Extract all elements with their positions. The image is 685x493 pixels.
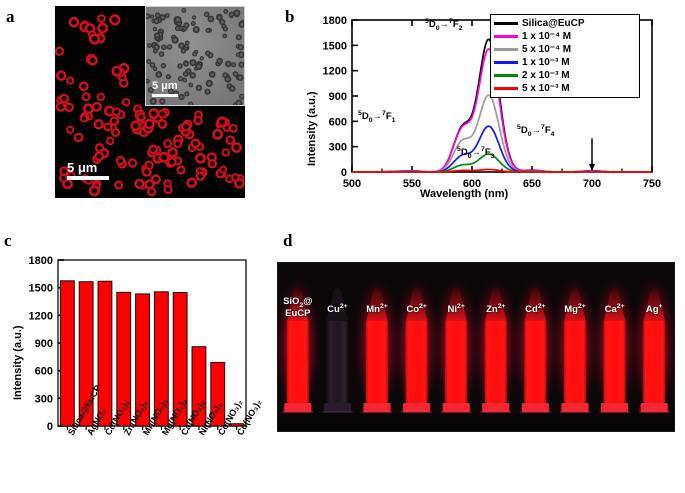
panel-b-y-axis-title: Intensity (a.u.) [306,91,318,166]
bar-chart-svg: 0 300 600 900 1200 1500 1800 [29,255,247,433]
svg-text:0: 0 [47,421,53,433]
svg-text:600: 600 [463,178,481,190]
vial-label-1: Cu2+ [327,303,348,316]
svg-text:600: 600 [329,116,347,128]
vial-label-4: Ni2+ [447,303,465,316]
panel-a-confocal-image: 5 μm 5 μm [55,6,245,198]
panel-letter-c: c [4,231,12,250]
panel-b-x-axis-title: Wavelength (nm) [420,188,509,200]
annotation-5D0-7F3: 5D0→7F3 [457,146,495,161]
legend-label-3: 1 x 10⁻³ M [522,57,570,68]
annotation-5D0-7F2: 5D0→7F2 [425,18,463,33]
svg-text:1800: 1800 [323,15,347,27]
legend-item-1: 1 x 10⁻⁴ M [494,30,636,43]
inset-scale-bar-label: 5 μm [152,80,178,92]
svg-text:1200: 1200 [323,66,347,78]
inset-particles-svg [146,7,244,105]
legend-label-4: 2 x 10⁻³ M [522,70,570,81]
main-scale-bar-line [67,176,109,180]
panel-letter-b: b [285,7,295,26]
vial-label-5: Zn2+ [486,303,506,316]
legend-label-5: 5 x 10⁻³ M [522,83,570,94]
svg-text:1500: 1500 [323,40,347,52]
panel-c-bar-chart: 0 300 600 900 1200 1500 1800 Intensity (a.u.) … [8,248,264,488]
legend-item-0: Silica@EuCP [494,17,636,30]
legend-label-1: 1 x 10⁻⁴ M [522,31,572,42]
panel-b-legend: Silica@EuCP 1 x 10⁻⁴ M 5 x 10⁻⁴ M 1 x 10⁻³ … [490,14,640,98]
legend-item-4: 2 x 10⁻³ M [494,69,636,82]
legend-swatch-1 [494,35,518,38]
svg-text:550: 550 [403,178,421,190]
panel-letter-a: a [6,7,15,26]
svg-text:300: 300 [35,393,53,405]
legend-item-3: 1 x 10⁻³ M [494,56,636,69]
main-scale-bar: 5 μm [67,161,109,180]
vial-label-8: Ca2+ [604,303,625,316]
legend-swatch-2 [494,48,518,51]
vial-label-7: Mg2+ [564,303,586,316]
panel-letter-d: d [283,231,293,250]
svg-text:1800: 1800 [29,255,53,267]
legend-item-2: 5 x 10⁻⁴ M [494,43,636,56]
vials-svg [278,263,674,431]
svg-text:750: 750 [643,178,661,190]
vial-label-2: Mn2+ [366,303,388,316]
panel-b-emission-spectrum: 500 550 600 650 700 750 0 300 600 900 1200 1500 1800… [300,6,672,206]
legend-swatch-4 [494,74,518,77]
confocal-micrograph: 5 μm 5 μm [55,6,245,198]
svg-text:600: 600 [35,366,53,378]
svg-text:0: 0 [341,167,347,179]
svg-text:1200: 1200 [29,310,53,322]
panel-a-inset-brightfield: 5 μm [145,6,245,106]
legend-label-2: 5 x 10⁻⁴ M [522,44,572,55]
panel-d-vial-photograph: SiO2@ EuCP Cu2+ Mn2+ Co2+ Ni2+ Zn2+ Cd2+ Mg2+ Ca2… [277,262,675,432]
legend-swatch-5 [494,87,518,90]
svg-text:1500: 1500 [29,283,53,295]
vial-label-6: Cd2+ [525,303,546,316]
svg-text:650: 650 [523,178,541,190]
legend-swatch-3 [494,61,518,64]
inset-scale-bar: 5 μm [152,81,178,97]
svg-text:900: 900 [329,91,347,103]
vial-label-9: Ag+ [645,303,663,316]
svg-text:700: 700 [583,178,601,190]
svg-text:900: 900 [35,338,53,350]
annotation-5D0-7F4: 5D0→7F4 [517,124,555,139]
vial-label-3: Co2+ [406,303,427,316]
main-scale-bar-label: 5 μm [67,160,98,175]
vial-photo: SiO2@ EuCP Cu2+ Mn2+ Co2+ Ni2+ Zn2+ Cd2+ Mg2+ Ca2… [277,262,675,432]
inset-scale-bar-line [152,94,178,97]
annotation-5D0-7F1: 5D0→7F1 [358,110,396,125]
legend-item-5: 5 x 10⁻³ M [494,82,636,95]
legend-swatch-0 [494,22,518,25]
svg-text:500: 500 [343,178,361,190]
panel-c-y-axis-title: Intensity (a.u.) [12,325,24,400]
legend-label-0: Silica@EuCP [522,18,585,29]
svg-text:300: 300 [329,142,347,154]
vial-label-0: SiO2@ EuCP [283,296,313,320]
